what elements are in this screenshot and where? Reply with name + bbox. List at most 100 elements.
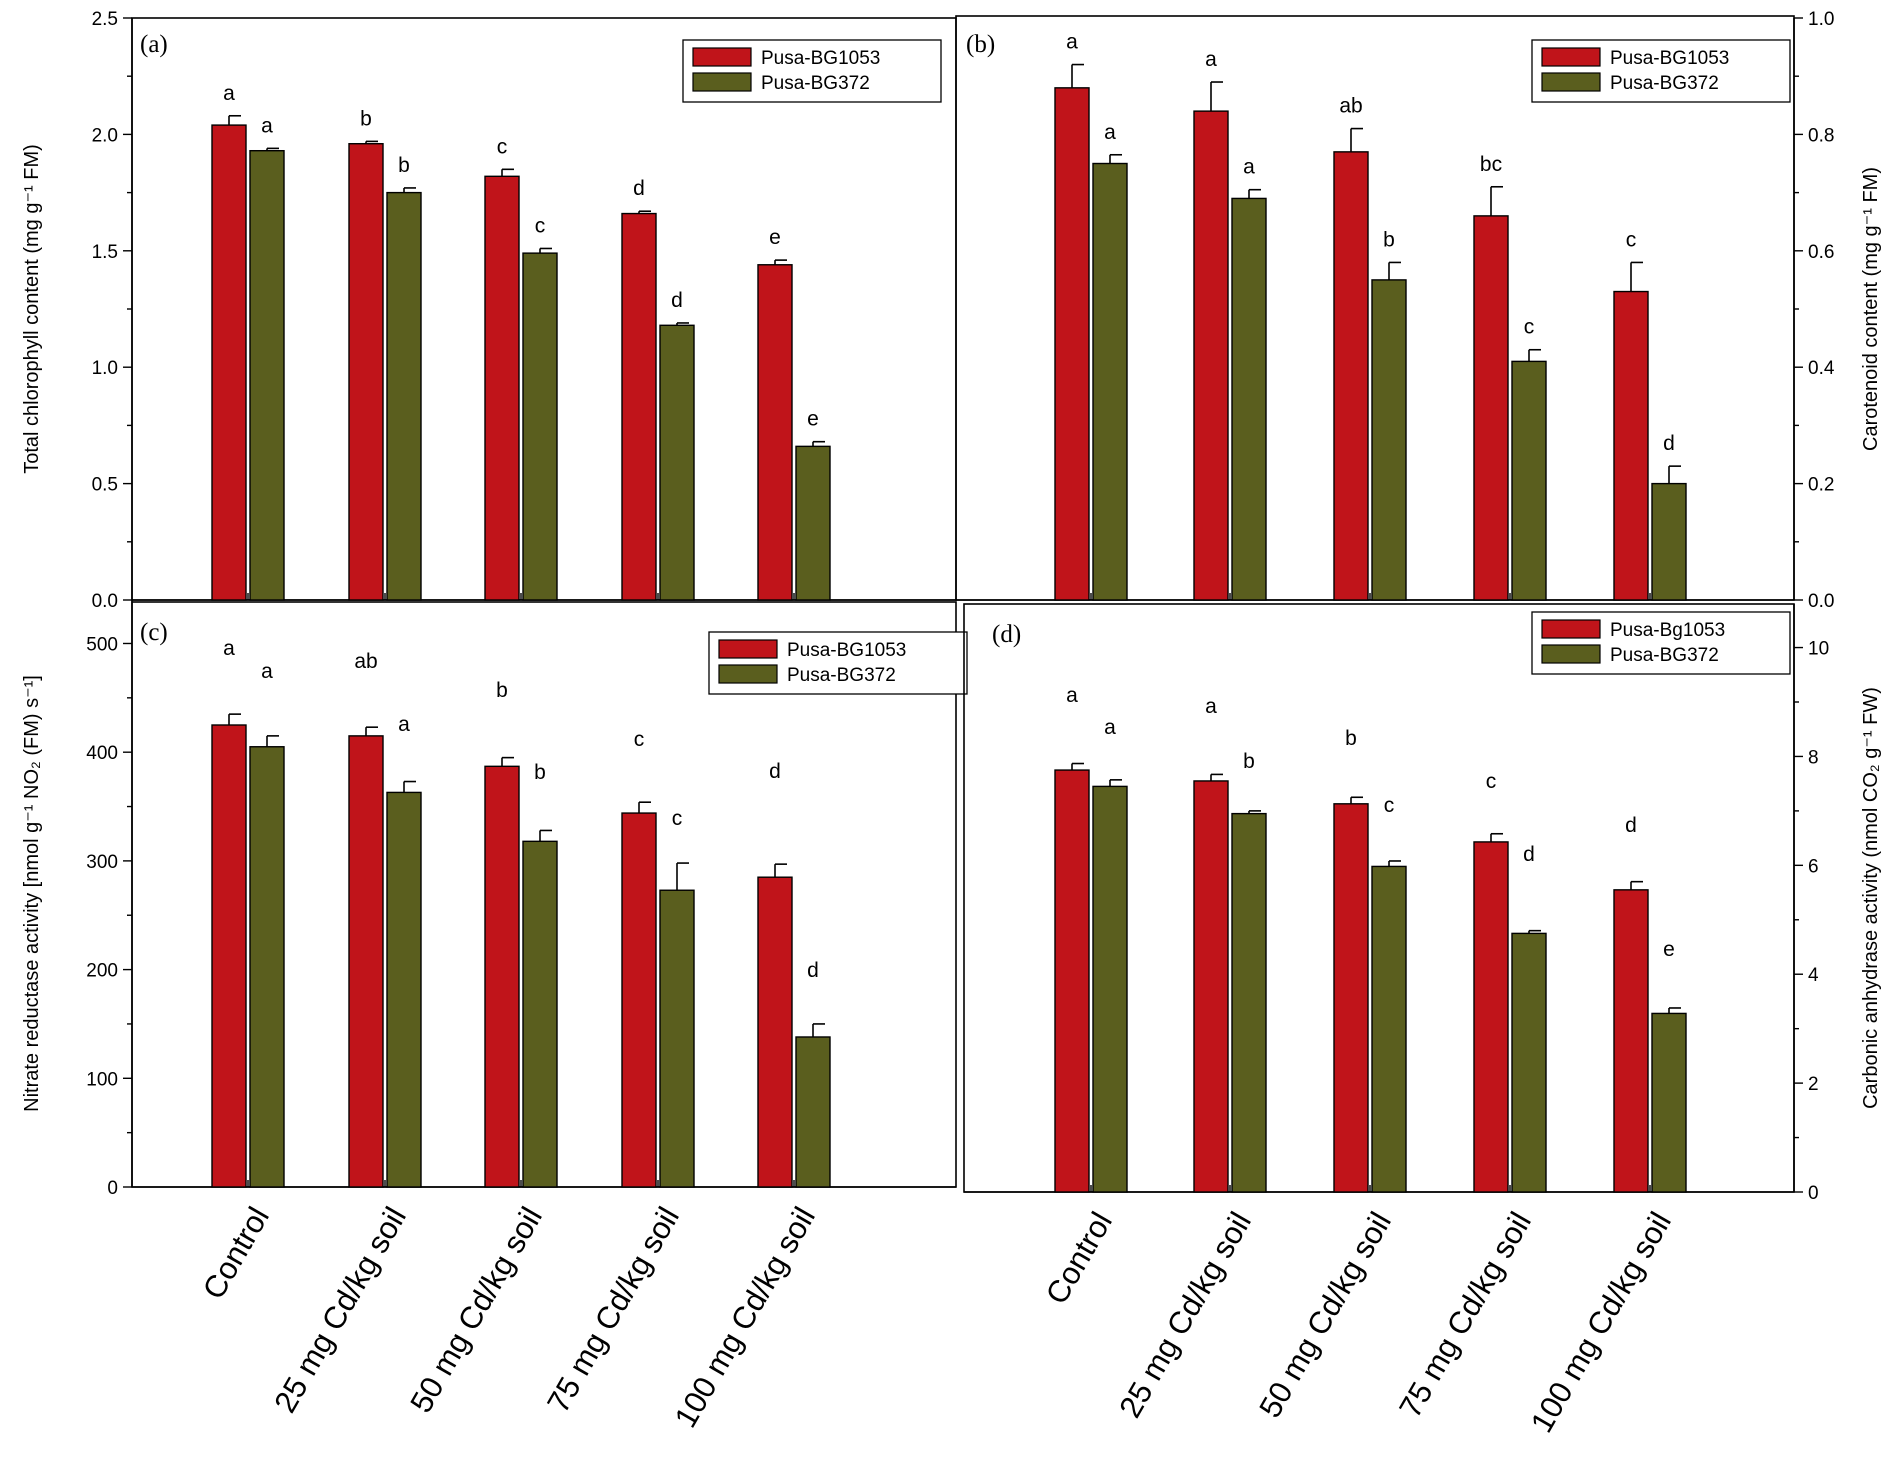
bar-a-bg1053-1 — [348, 143, 384, 601]
bar-b-bg372-4 — [1651, 482, 1687, 601]
bar-c-bg1053-2 — [484, 765, 520, 1188]
bar-a-bg1053-0 — [211, 124, 247, 601]
legend-swatch — [692, 47, 752, 67]
significance-letter: d — [1663, 432, 1675, 455]
y-tick-label: 0.8 — [1808, 125, 1834, 146]
significance-letter: d — [1625, 814, 1637, 837]
bar-a-bg372-2 — [522, 252, 558, 601]
y-tick-label: 100 — [86, 1069, 118, 1090]
bar-a-bg372-4 — [795, 445, 831, 601]
legend-label: Pusa-BG1053 — [1610, 48, 1729, 69]
category-label: 75 mg Cd/kg soil — [1392, 1206, 1538, 1423]
significance-letter: a — [1104, 716, 1116, 739]
significance-letter: a — [223, 82, 235, 105]
bar-b-bg1053-3 — [1473, 215, 1509, 601]
category-label: Control — [1039, 1206, 1119, 1310]
significance-letter: a — [1243, 156, 1255, 179]
y-axis-label: Total chlorophyll content (mg g⁻¹ FM) — [21, 144, 43, 474]
legend-label: Pusa-BG1053 — [761, 48, 880, 69]
panel-label: (c) — [140, 619, 168, 646]
chart-panel-c: 0 100 200 300 400 500 Nitrate reductase activi… — [21, 600, 968, 1433]
y-tick-label: 0.2 — [1808, 475, 1834, 496]
significance-letter: c — [1626, 228, 1637, 251]
legend-swatch — [1541, 47, 1601, 67]
legend-label: Pusa-BG372 — [761, 73, 870, 94]
chart-panel-a: 0.0 0.5 1.0 1.5 2.0 2.5 Total chlorophyll cont… — [21, 9, 957, 612]
legend: Pusa-BG1053 Pusa-BG372 — [1531, 39, 1791, 103]
significance-letter: d — [807, 959, 819, 982]
significance-letter: c — [1524, 316, 1535, 339]
significance-letter: a — [223, 637, 235, 660]
bar-a-bg1053-3 — [621, 212, 657, 601]
category-label: 50 mg Cd/kg soil — [1252, 1206, 1398, 1423]
category-label: 100 mg Cd/kg soil — [668, 1201, 822, 1433]
bar-a-bg372-0 — [249, 149, 285, 601]
bar-c-bg1053-4 — [757, 876, 793, 1188]
y-tick-label: 0 — [107, 1178, 118, 1199]
significance-letter: ab — [354, 650, 377, 673]
legend-swatch — [718, 639, 778, 659]
legend: Pusa-BG1053 Pusa-BG372 — [682, 39, 942, 103]
bar-b-bg372-0 — [1092, 162, 1128, 601]
bar-c-bg372-0 — [249, 746, 285, 1188]
bar-d-bg1053-1 — [1193, 780, 1229, 1193]
significance-letter: e — [769, 226, 781, 249]
y-axis-label: Carbonic anhydrase activity (nmol CO₂ g⁻… — [1860, 687, 1882, 1109]
significance-letter: b — [1243, 750, 1255, 773]
y-tick-label: 0.0 — [1808, 591, 1834, 612]
significance-letter: b — [496, 679, 508, 702]
significance-letter: a — [261, 114, 273, 137]
y-tick-label: 1.0 — [92, 358, 118, 379]
category-label: 50 mg Cd/kg soil — [403, 1201, 549, 1418]
y-tick-label: 10 — [1808, 639, 1829, 660]
significance-letter: a — [398, 713, 410, 736]
significance-letter: bc — [1480, 153, 1502, 176]
legend-label: Pusa-Bg1053 — [1610, 620, 1725, 641]
significance-letter: b — [360, 107, 372, 130]
significance-letter: e — [807, 408, 819, 431]
y-tick-label: 400 — [86, 743, 118, 764]
bar-b-bg1053-4 — [1613, 290, 1649, 601]
legend: Pusa-Bg1053 Pusa-BG372 — [1531, 611, 1791, 675]
significance-letter: c — [497, 135, 508, 158]
bar-d-bg1053-3 — [1473, 841, 1509, 1193]
y-tick-label: 4 — [1808, 965, 1819, 986]
y-tick-label: 0.0 — [92, 591, 118, 612]
y-tick-label: 0.5 — [92, 475, 118, 496]
significance-letter: a — [261, 660, 273, 683]
bar-c-bg1053-1 — [348, 735, 384, 1188]
legend-swatch — [1541, 644, 1601, 664]
significance-letter: ab — [1339, 95, 1362, 118]
bar-c-bg1053-0 — [211, 724, 247, 1188]
significance-letter: a — [1205, 48, 1217, 71]
significance-letter: c — [535, 214, 546, 237]
y-tick-label: 8 — [1808, 747, 1819, 768]
chart-panel-d: 0 2 4 6 8 10 Carbonic anhydrase activity (nmol… — [963, 603, 1882, 1438]
significance-letter: a — [1205, 695, 1217, 718]
chart-panel-b: 0.0 0.2 0.4 0.6 0.8 1.0 Carotenoid content (mg… — [955, 9, 1882, 612]
significance-letter: c — [1384, 794, 1395, 817]
legend-swatch — [692, 72, 752, 92]
bar-c-bg372-3 — [659, 889, 695, 1188]
legend: Pusa-BG1053 Pusa-BG372 — [708, 631, 968, 695]
significance-letter: c — [672, 807, 683, 830]
significance-letter: a — [1066, 31, 1078, 54]
significance-letter: d — [1523, 843, 1535, 866]
bar-a-bg1053-4 — [757, 264, 793, 601]
bar-a-bg372-1 — [386, 191, 422, 601]
bar-d-bg1053-0 — [1054, 769, 1090, 1193]
y-axis-label: Carotenoid content (mg g⁻¹ FM) — [1860, 167, 1882, 451]
significance-letter: d — [671, 289, 683, 312]
panel-label: (a) — [140, 31, 168, 58]
legend-swatch — [1541, 72, 1601, 92]
significance-letter: b — [534, 761, 546, 784]
y-tick-label: 1.0 — [1808, 9, 1834, 30]
bar-b-bg372-2 — [1371, 279, 1407, 601]
y-tick-label: 0 — [1808, 1183, 1819, 1204]
significance-letter: d — [633, 177, 645, 200]
panel-label: (b) — [966, 31, 995, 58]
category-label: Control — [196, 1201, 276, 1305]
bar-b-bg372-1 — [1231, 197, 1267, 601]
y-tick-label: 300 — [86, 852, 118, 873]
